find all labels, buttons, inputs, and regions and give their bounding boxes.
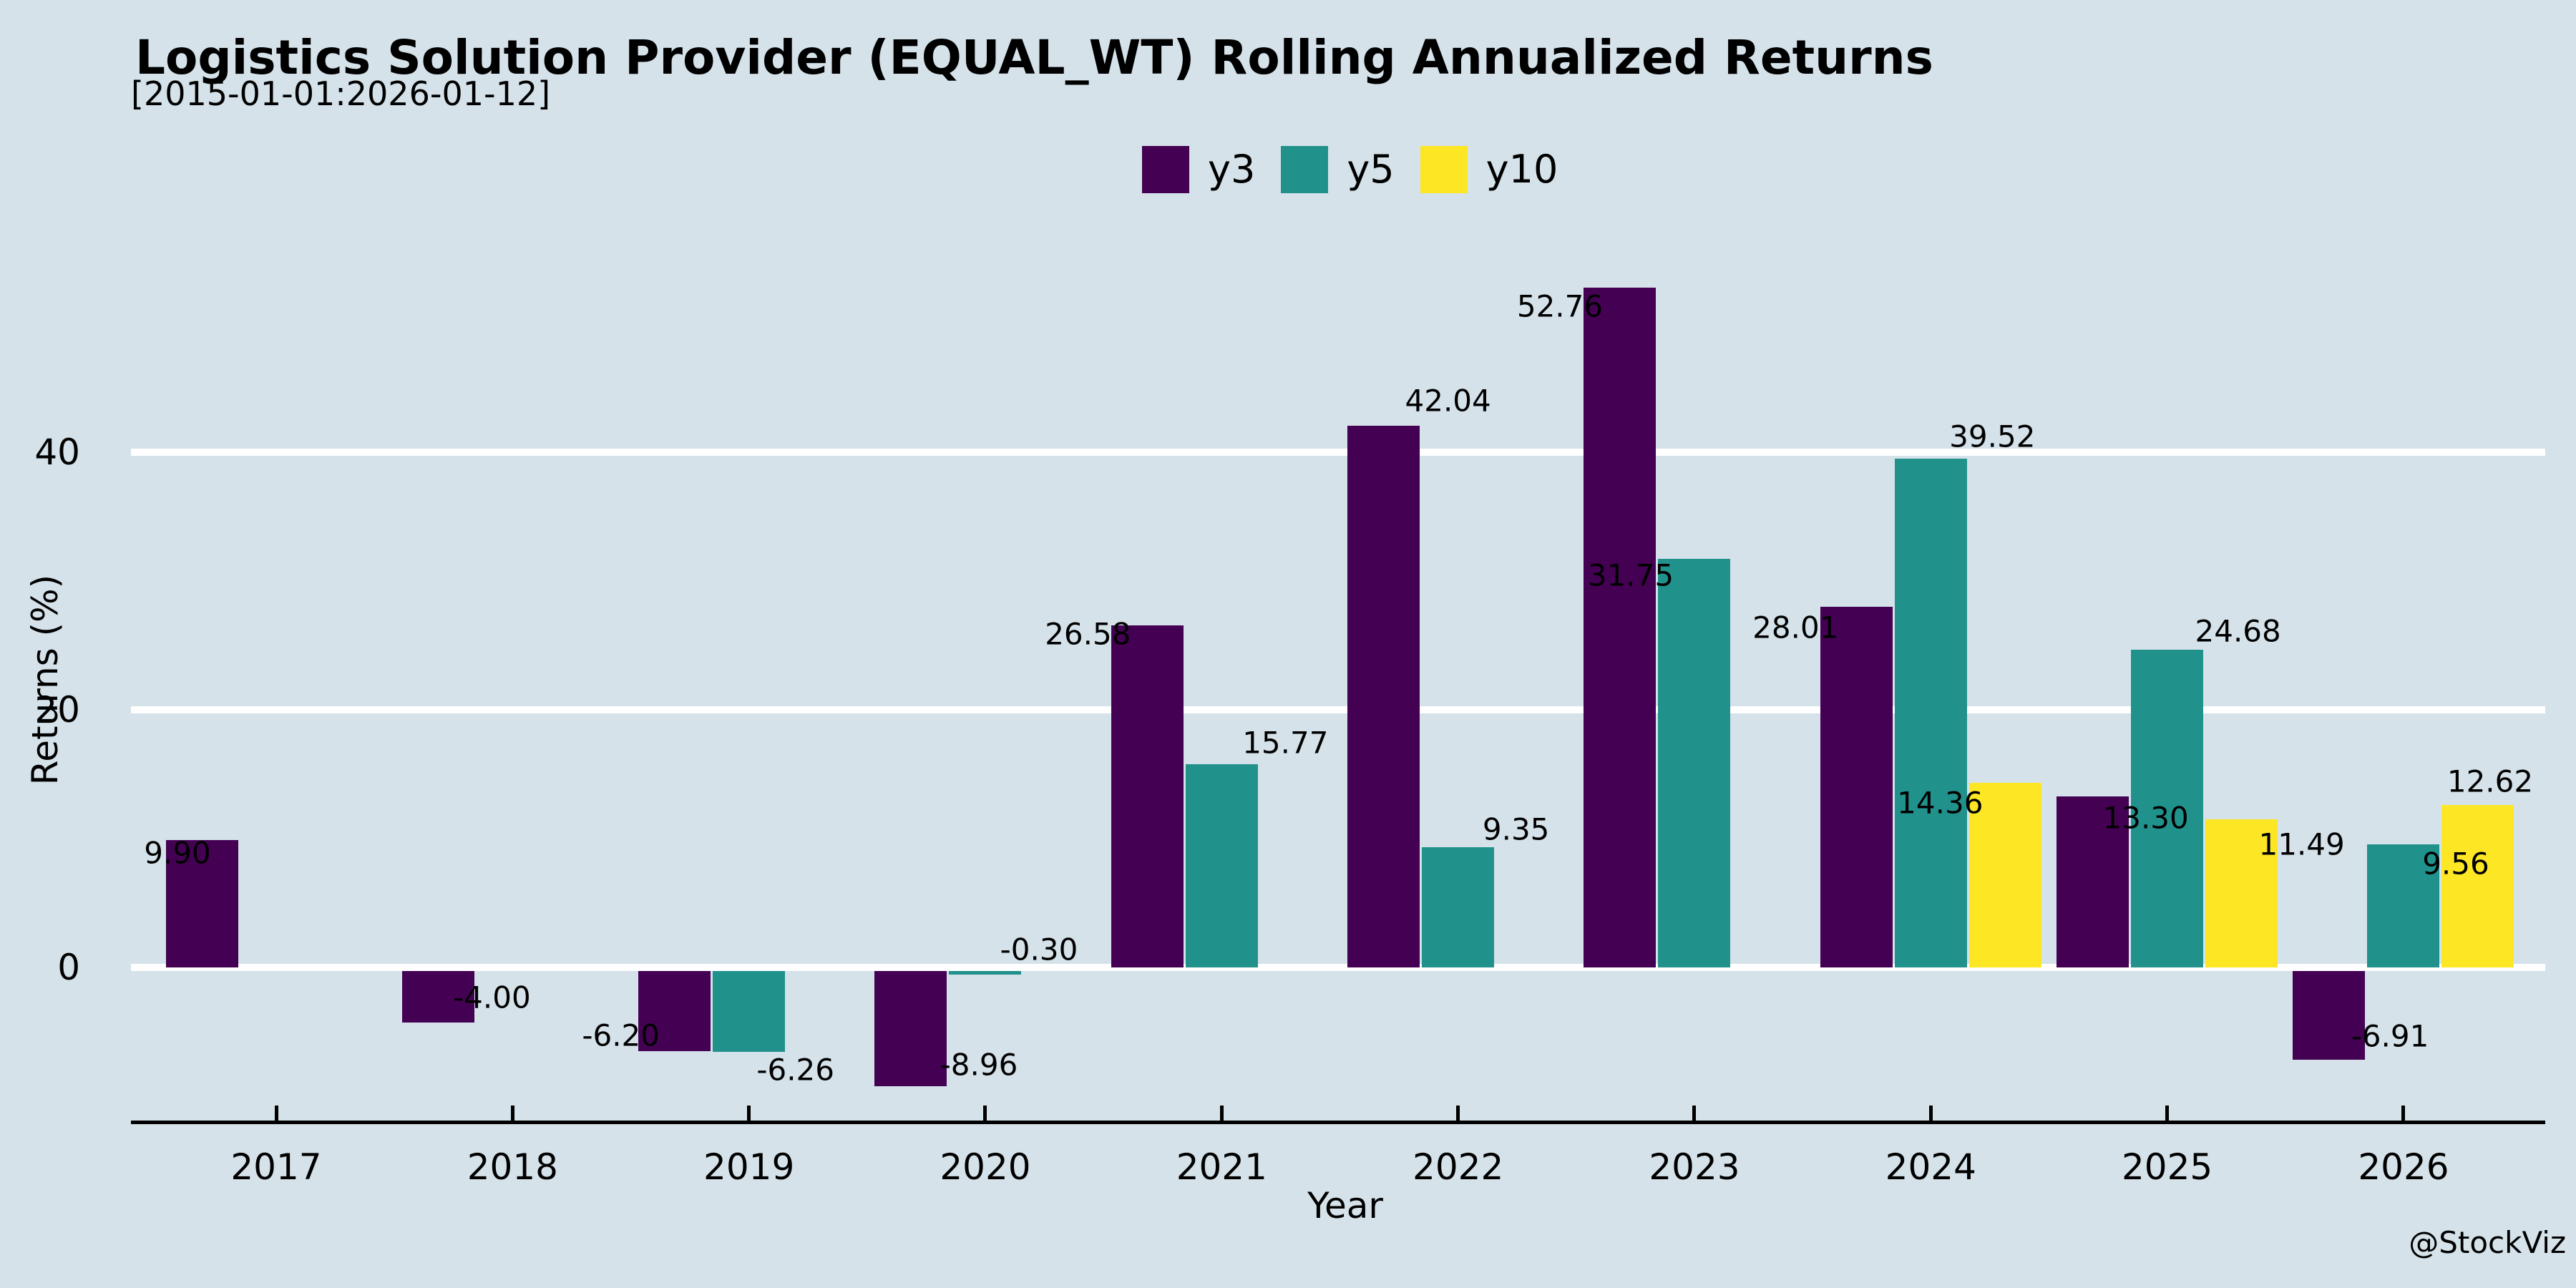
x-tick-label: 2018: [467, 1146, 558, 1188]
bar-y5-2023: [1658, 558, 1731, 967]
legend-label: y3: [1208, 147, 1256, 192]
bar-y5-2024: [1894, 458, 1967, 967]
bar-y3-2024: [1820, 606, 1893, 967]
y-tick-label: 0: [57, 947, 80, 988]
bar-value-label: 15.77: [1242, 725, 1329, 761]
x-tick-label: 2025: [2122, 1146, 2213, 1188]
legend-item-y3: y3: [1142, 146, 1255, 193]
y-tick-label: 20: [34, 689, 80, 731]
bar-y3-2022: [1347, 426, 1420, 967]
bar-value-label: 9.90: [144, 835, 211, 871]
x-tick: [1219, 1106, 1224, 1121]
bar-y5-2021: [1185, 764, 1258, 967]
bar-value-label: -4.00: [452, 980, 531, 1015]
bar-y10-2025: [2205, 819, 2278, 967]
x-tick-label: 2017: [230, 1146, 322, 1188]
bar-y5-2026: [2367, 844, 2440, 967]
legend: y3 y5 y10: [1142, 146, 1558, 193]
bar-y3-2020: [874, 971, 947, 1087]
bar-value-label: 24.68: [2195, 613, 2281, 649]
watermark: @StockViz: [2409, 1225, 2566, 1260]
x-tick: [1928, 1106, 1933, 1121]
bar-value-label: 9.56: [2422, 846, 2489, 882]
y-axis-label: Returns (%): [24, 574, 66, 786]
legend-item-y5: y5: [1281, 146, 1395, 193]
bar-value-label: 42.04: [1405, 383, 1491, 419]
bar-y5-2022: [1422, 847, 1495, 967]
bar-value-label: -6.20: [582, 1018, 660, 1053]
bar-value-label: 39.52: [1949, 419, 2036, 454]
chart-subtitle: [2015-01-01:2026-01-12]: [131, 74, 551, 113]
x-tick-label: 2026: [2358, 1146, 2449, 1188]
bar-y3-2023: [1584, 288, 1657, 967]
x-tick-label: 2023: [1649, 1146, 1740, 1188]
bar-value-label: 13.30: [2102, 800, 2189, 836]
x-tick: [983, 1106, 987, 1121]
gridline-20: [131, 706, 2545, 713]
legend-swatch-y3: [1142, 146, 1189, 193]
y-tick-label: 40: [34, 431, 80, 473]
legend-swatch-y5: [1281, 146, 1329, 193]
bar-y3-2026: [2293, 971, 2366, 1060]
x-tick: [274, 1106, 278, 1121]
legend-label: y5: [1347, 147, 1395, 192]
x-tick: [2165, 1106, 2170, 1121]
bar-y3-2017: [165, 839, 238, 967]
bar-value-label: 12.62: [2446, 763, 2534, 799]
bar-value-label: 31.75: [1587, 557, 1674, 592]
gridline-40: [131, 449, 2545, 456]
x-tick-label: 2024: [1885, 1146, 1976, 1188]
bar-y3-2018: [401, 971, 474, 1023]
bar-y3-2025: [2057, 796, 2129, 967]
legend-item-y10: y10: [1420, 146, 1558, 193]
bar-value-label: -8.96: [940, 1047, 1018, 1083]
chart-title: Logistics Solution Provider (EQUAL_WT) R…: [135, 30, 1933, 85]
x-tick-label: 2019: [703, 1146, 795, 1188]
bar-value-label: -6.91: [2351, 1018, 2429, 1054]
bar-value-label: 28.01: [1752, 610, 1839, 645]
x-axis-label: Year: [1307, 1185, 1383, 1226]
x-tick-label: 2020: [940, 1146, 1031, 1188]
x-tick: [747, 1106, 751, 1121]
bar-y10-2026: [2441, 804, 2514, 967]
x-tick: [2401, 1106, 2406, 1121]
x-tick: [1692, 1106, 1697, 1121]
bar-y5-2025: [2131, 649, 2204, 967]
bar-value-label: 9.35: [1482, 811, 1550, 847]
x-tick-label: 2021: [1176, 1146, 1267, 1188]
bar-y5-2019: [713, 971, 786, 1052]
gridline-0: [131, 964, 2545, 971]
legend-label: y10: [1485, 147, 1558, 192]
x-tick: [1456, 1106, 1460, 1121]
bar-value-label: 26.58: [1045, 616, 1131, 652]
bar-y5-2020: [949, 971, 1022, 975]
bar-y3-2019: [638, 971, 711, 1051]
bar-value-label: 52.76: [1516, 288, 1604, 324]
x-tick: [510, 1106, 514, 1121]
x-axis-spine: [131, 1121, 2545, 1124]
bar-value-label: 14.36: [1897, 785, 1984, 821]
bar-y3-2021: [1111, 625, 1184, 967]
bar-value-label: 11.49: [2258, 826, 2345, 862]
legend-swatch-y10: [1420, 146, 1468, 193]
bar-value-label: -0.30: [1000, 932, 1078, 967]
x-tick-label: 2022: [1413, 1146, 1504, 1188]
bar-value-label: -6.26: [756, 1052, 834, 1088]
bar-y10-2024: [1968, 782, 2041, 967]
